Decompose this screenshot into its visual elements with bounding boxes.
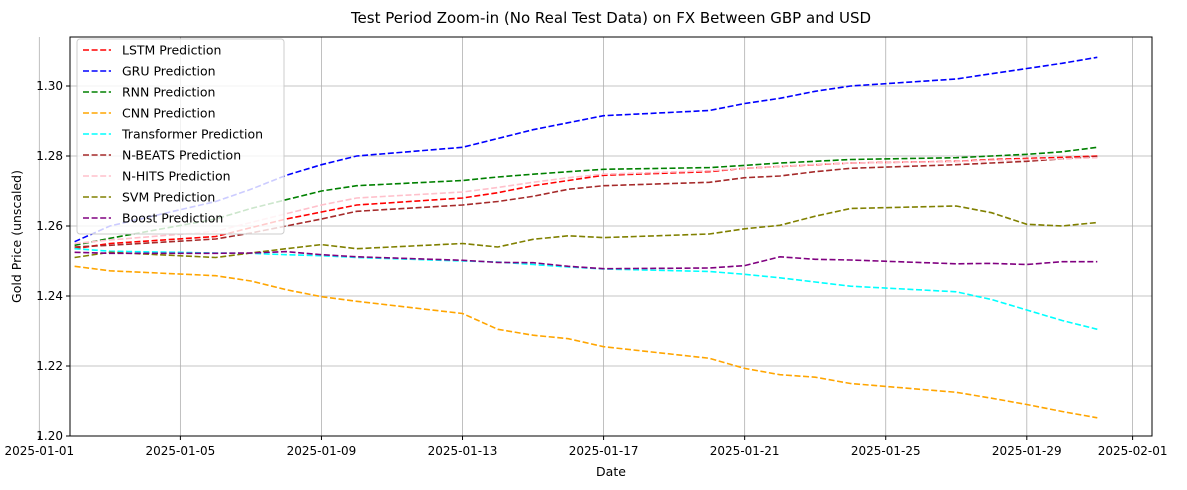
x-axis-label: Date [596, 464, 626, 479]
boost-prediction-line [74, 250, 1098, 270]
plot-frame [69, 36, 1153, 437]
x-tick-label: 2025-01-13 [428, 444, 498, 458]
x-tick-label: 2025-01-05 [146, 444, 216, 458]
y-tick-label: 1.22 [36, 359, 63, 373]
legend-label-cnn-prediction: CNN Prediction [122, 106, 216, 121]
x-tick-label: 2025-01-17 [569, 444, 639, 458]
legend-label-transformer-prediction: Transformer Prediction [121, 127, 263, 142]
y-tick-label: 1.24 [36, 289, 63, 303]
y-axis-label: Gold Price (unscaled) [9, 170, 24, 303]
x-tick-label: 2025-01-09 [287, 444, 357, 458]
legend-label-n-hits-prediction: N-HITS Prediction [122, 169, 231, 184]
legend-label-lstm-prediction: LSTM Prediction [122, 43, 221, 58]
svm-prediction-line [74, 205, 1098, 259]
x-tick-label: 2025-02-01 [1098, 444, 1168, 458]
legend-label-boost-prediction: Boost Prediction [122, 211, 223, 226]
y-tick-label: 1.26 [36, 219, 63, 233]
legend-label-svm-prediction: SVM Prediction [122, 190, 215, 205]
cnn-prediction-line [74, 265, 1098, 419]
y-tick-label: 1.30 [36, 79, 63, 93]
y-tick-label: 1.28 [36, 149, 63, 163]
axis-ticks: 2025-01-01 2025-01-05 2025-01-09 2025-01-13… [4, 79, 1167, 458]
x-tick-label: 2025-01-21 [710, 444, 780, 458]
n-hits-prediction-line [74, 156, 1098, 245]
chart-title: Test Period Zoom-in (No Real Test Data) … [350, 9, 871, 27]
legend-label-gru-prediction: GRU Prediction [122, 64, 216, 79]
legend-box [76, 38, 285, 235]
x-tick-label: 2025-01-25 [851, 444, 921, 458]
x-tick-label: 2025-01-01 [4, 444, 74, 458]
y-tick-label: 1.20 [36, 429, 63, 443]
legend-label-n-beats-prediction: N-BEATS Prediction [122, 148, 241, 163]
x-tick-label: 2025-01-29 [992, 444, 1062, 458]
legend: LSTM Prediction GRU Prediction RNN Predict… [76, 38, 285, 235]
legend-label-rnn-prediction: RNN Prediction [122, 85, 215, 100]
transformer-prediction-line [74, 247, 1098, 331]
